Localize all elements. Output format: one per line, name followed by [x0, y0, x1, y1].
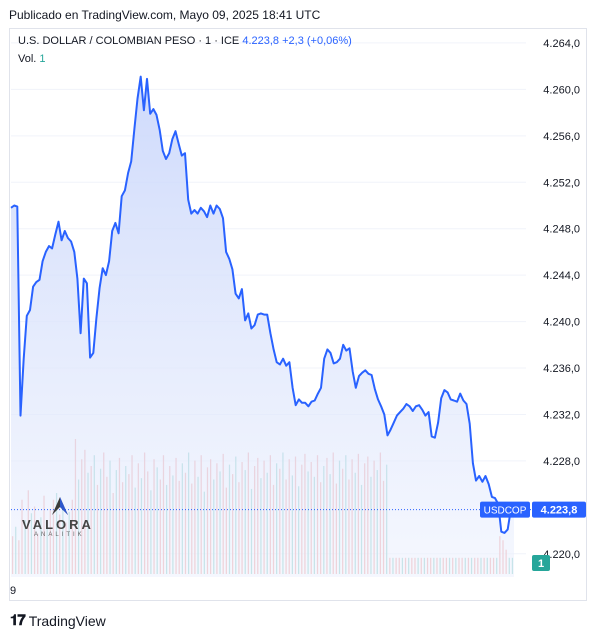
tradingview-logo-icon: 𝟏𝟕	[10, 612, 26, 629]
last-price-badge-bg	[532, 501, 586, 518]
y-tick-label: 4.220,0	[543, 549, 580, 561]
y-tick-label: 4.264,0	[543, 38, 580, 50]
volume-badge-bg	[532, 555, 550, 571]
y-tick-label: 4.244,0	[543, 270, 580, 282]
y-tick-label: 4.252,0	[543, 177, 580, 189]
y-tick-label: 4.240,0	[543, 317, 580, 329]
y-tick-label: 4.228,0	[543, 456, 580, 468]
valora-logo-icon	[52, 497, 68, 515]
y-tick-label: 4.236,0	[543, 363, 580, 375]
tradingview-brand: TradingView	[28, 612, 106, 629]
volume-badge: 1	[538, 558, 544, 570]
chart-frame: 4.264,0 4.260,0 4.256,0 4.252,0 4.248,0 4.244…	[9, 28, 587, 601]
legend-title: U.S. DOLLAR / COLOMBIAN PESO · 1 · ICE	[18, 35, 240, 47]
price-badges: USDCOP 4.223,8 1	[480, 501, 586, 571]
symbol-badge-bg	[480, 501, 530, 518]
legend-price: 4.223,8	[242, 35, 280, 47]
symbol-badge: USDCOP	[484, 506, 527, 517]
y-tick-label: 4.248,0	[543, 224, 580, 236]
last-price-badge: 4.223,8	[541, 505, 578, 517]
y-tick-label: 4.232,0	[543, 409, 580, 421]
volume-value: 1	[39, 53, 46, 65]
valora-name: VALORA	[22, 517, 94, 532]
x-axis: 9	[10, 585, 16, 597]
price-chart[interactable]: 4.264,0 4.260,0 4.256,0 4.252,0 4.248,0 4.244…	[10, 29, 586, 600]
price-area	[11, 76, 514, 577]
y-tick-label: 4.256,0	[543, 131, 580, 143]
price-line	[10, 75, 514, 534]
tradingview-footer[interactable]: 𝟏𝟕 TradingView	[10, 612, 106, 629]
published-caption: Publicado en TradingView.com, Mayo 09, 2…	[9, 8, 321, 22]
volume-legend[interactable]: Vol. 1	[18, 53, 46, 65]
volume-label: Vol.	[18, 53, 37, 65]
legend-change: +2,3 (+0,06%)	[282, 35, 352, 47]
chart-legend[interactable]: U.S. DOLLAR / COLOMBIAN PESO · 1 · ICE 4…	[18, 35, 352, 47]
valora-sub: ANALITIK	[34, 532, 85, 538]
x-tick-label: 9	[10, 585, 16, 597]
y-tick-label: 4.260,0	[543, 84, 580, 96]
y-axis: 4.264,0 4.260,0 4.256,0 4.252,0 4.248,0 4.244…	[543, 38, 580, 561]
valora-watermark: VALORA ANALITIK	[22, 495, 97, 538]
